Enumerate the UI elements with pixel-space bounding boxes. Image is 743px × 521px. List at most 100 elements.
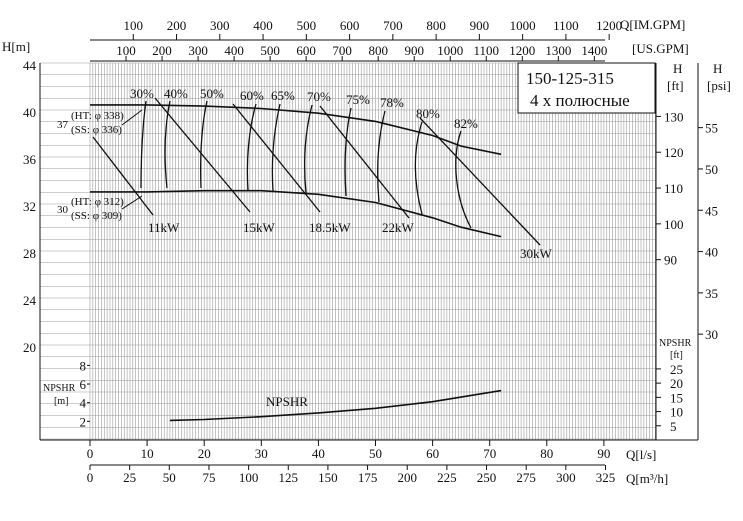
efficiency-contour-line bbox=[344, 107, 352, 197]
efficiency-contour-line bbox=[271, 103, 281, 192]
tick-label-us-gpm: 1400 bbox=[581, 43, 607, 58]
tick-label-h-m: 40 bbox=[23, 105, 36, 120]
tick-labels: 0 10 20 30 40 50 60 70 80 900 25 50 75 100 125 150 175 20… bbox=[23, 18, 718, 485]
axis-label-h-psi-bottom: [psi] bbox=[707, 78, 731, 93]
efficiency-label-40: 40% bbox=[164, 86, 188, 101]
tick-label-npshr-ft: 20 bbox=[670, 376, 683, 391]
title-poles: 4 х полюсные bbox=[530, 91, 630, 110]
power-label-22kw: 22kW bbox=[382, 220, 415, 235]
tick-label-us-gpm: 300 bbox=[188, 43, 208, 58]
tick-label-im-gpm: 800 bbox=[426, 18, 446, 33]
power-label-30kw: 30kW bbox=[520, 246, 553, 261]
efficiency-label-78: 78% bbox=[380, 95, 404, 110]
tick-label-im-gpm: 700 bbox=[383, 18, 403, 33]
tick-label-q-m3h: 150 bbox=[318, 470, 338, 485]
diameter-min-ss: (SS: φ 309) bbox=[71, 210, 122, 222]
tick-label-us-gpm: 1300 bbox=[545, 43, 571, 58]
power-label-15kw: 15kW bbox=[243, 220, 276, 235]
power-limit-line bbox=[232, 103, 321, 213]
tick-label-im-gpm: 1000 bbox=[510, 18, 536, 33]
axis-label-q-ls: Q[l/s] bbox=[626, 447, 656, 462]
tick-label-q-m3h: 225 bbox=[437, 470, 457, 485]
tick-label-npshr-ft: 25 bbox=[670, 362, 683, 377]
tick-label-q-ls: 50 bbox=[369, 446, 382, 461]
tick-label-us-gpm: 1000 bbox=[437, 43, 463, 58]
title-box bbox=[517, 62, 656, 114]
power-label-11kw: 11kW bbox=[148, 220, 180, 235]
tick-label-q-m3h: 200 bbox=[397, 470, 417, 485]
tick-label-npshr-m: 4 bbox=[80, 396, 87, 411]
diameter-max-value: 37 bbox=[57, 119, 69, 131]
axis-label-q-m3h: Q[m³/h] bbox=[626, 471, 668, 486]
tick-label-q-m3h: 50 bbox=[163, 470, 176, 485]
tick-label-npshr-ft: 15 bbox=[670, 390, 683, 405]
efficiency-label-82: 82% bbox=[454, 116, 478, 131]
tick-label-q-m3h: 100 bbox=[239, 470, 259, 485]
axis-label-npshr-m-top: NPSHR bbox=[43, 383, 76, 394]
efficiency-contour-line bbox=[455, 130, 472, 229]
axis-label-us-gpm: [US.GPM] bbox=[632, 41, 689, 56]
tick-label-im-gpm: 900 bbox=[470, 18, 490, 33]
tick-label-npshr-m: 6 bbox=[80, 377, 87, 392]
tick-label-im-gpm: 500 bbox=[297, 18, 317, 33]
tick-label-us-gpm: 400 bbox=[224, 43, 244, 58]
tick-label-h-m: 24 bbox=[23, 293, 37, 308]
grid bbox=[40, 62, 656, 440]
axis-label-npshr-ft-top: NPSHR bbox=[659, 338, 692, 349]
tick-label-us-gpm: 1100 bbox=[474, 43, 500, 58]
tick-label-q-ls: 20 bbox=[198, 446, 211, 461]
efficiency-contour-line bbox=[164, 100, 171, 189]
efficiency-label-80: 80% bbox=[416, 106, 440, 121]
tick-label-q-m3h: 175 bbox=[358, 470, 378, 485]
tick-label-us-gpm: 100 bbox=[116, 43, 136, 58]
tick-label-h-ft: 110 bbox=[664, 181, 683, 196]
tick-label-q-ls: 60 bbox=[426, 446, 439, 461]
axis-label-h-m: H[m] bbox=[2, 39, 30, 54]
tick-label-im-gpm: 200 bbox=[167, 18, 187, 33]
efficiency-label-60: 60% bbox=[240, 88, 264, 103]
axis-label-q-imgpm: Q[IM.GPM] bbox=[620, 17, 685, 32]
efficiency-contour-line bbox=[377, 110, 386, 203]
axis-label-npshr-m-bottom: [m] bbox=[54, 396, 68, 407]
tick-label-npshr-m: 8 bbox=[80, 358, 87, 373]
efficiency-label-75: 75% bbox=[346, 92, 370, 107]
diameter-min-leader bbox=[121, 195, 143, 210]
tick-label-im-gpm: 1200 bbox=[596, 18, 622, 33]
tick-label-h-ft: 90 bbox=[664, 253, 677, 268]
tick-label-us-gpm: 700 bbox=[332, 43, 352, 58]
tick-label-h-ft: 120 bbox=[664, 145, 684, 160]
npshr-curve bbox=[169, 389, 502, 422]
tick-label-us-gpm: 200 bbox=[152, 43, 172, 58]
diameter-min-ht: (HT: φ 312) bbox=[71, 196, 124, 208]
power-limit-line bbox=[92, 136, 154, 216]
tick-label-h-ft: 100 bbox=[664, 217, 684, 232]
power-limit-line bbox=[154, 97, 251, 213]
tick-label-h-m: 32 bbox=[23, 199, 36, 214]
tick-label-q-ls: 30 bbox=[255, 446, 268, 461]
tick-label-im-gpm: 400 bbox=[253, 18, 273, 33]
tick-label-us-gpm: 800 bbox=[368, 43, 388, 58]
tick-label-im-gpm: 300 bbox=[210, 18, 230, 33]
head-curve-max-diameter bbox=[90, 104, 502, 156]
efficiency-contour-line bbox=[246, 103, 257, 191]
diameter-max-ss: (SS: φ 336) bbox=[71, 124, 122, 136]
tick-label-h-psi: 35 bbox=[705, 286, 718, 301]
efficiency-label-30: 30% bbox=[130, 86, 154, 101]
diameter-max-leader bbox=[121, 109, 143, 126]
tick-label-us-gpm: 600 bbox=[296, 43, 316, 58]
tick-label-q-m3h: 300 bbox=[556, 470, 576, 485]
tick-label-q-m3h: 275 bbox=[516, 470, 536, 485]
efficiency-label-50: 50% bbox=[200, 86, 224, 101]
axis-label-h-ft-bottom: [ft] bbox=[667, 78, 684, 93]
power-label-18-5kw: 18.5kW bbox=[309, 220, 351, 235]
axis-label-h-psi-top: H bbox=[713, 61, 722, 76]
tick-label-us-gpm: 900 bbox=[404, 43, 424, 58]
axis-label-npshr-ft-bottom: [ft] bbox=[670, 350, 683, 361]
tick-label-q-ls: 0 bbox=[87, 446, 94, 461]
tick-label-npshr-ft: 10 bbox=[670, 405, 683, 420]
tick-label-q-ls: 90 bbox=[597, 446, 610, 461]
tick-label-h-psi: 30 bbox=[705, 327, 718, 342]
power-limit-line bbox=[419, 117, 541, 246]
tick-label-h-psi: 40 bbox=[705, 245, 718, 260]
